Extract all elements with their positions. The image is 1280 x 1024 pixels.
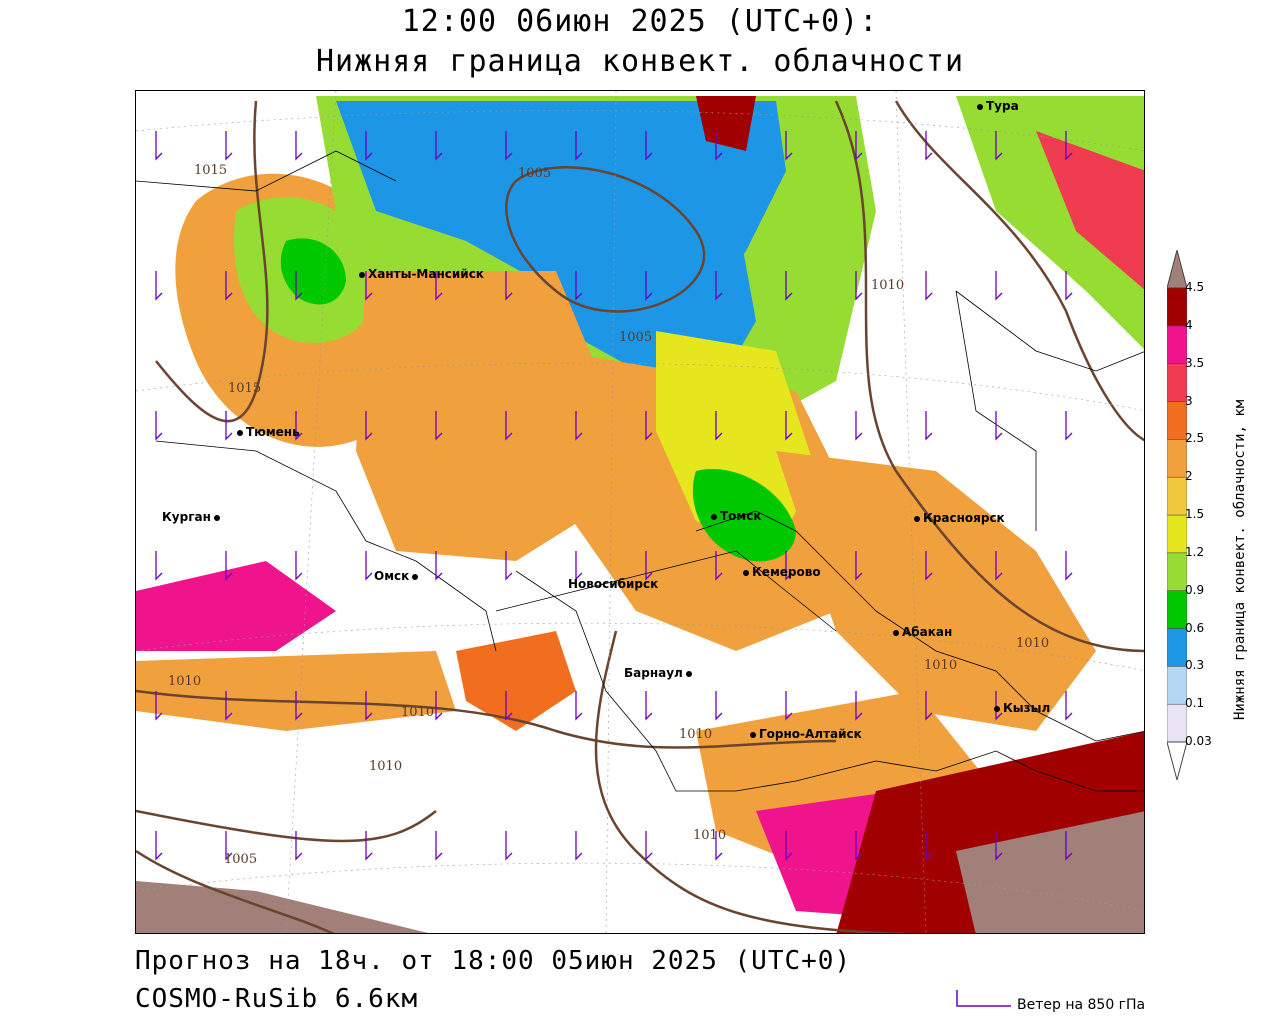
city-label: Ханты-Мансийск [368,267,484,281]
isobar-label: 1010 [679,727,713,742]
city-dot [685,670,692,677]
isobar-label: 1005 [224,852,258,867]
colorbar-swatch [1166,628,1188,667]
city-dot [893,629,899,636]
city-label: Горно-Алтайск [759,727,862,741]
city-dot [412,573,419,580]
city-marker: Новосибирск [568,577,658,591]
wind-legend: Ветер на 850 гПа [955,988,1215,1018]
city-label: Барнаул [624,666,683,680]
colorbar-swatch [1166,552,1188,591]
wind-barbs [155,131,1073,861]
city-marker: Томск [711,509,762,523]
city-marker: Кызыл [994,701,1050,715]
isobar-label: 1015 [228,381,262,396]
city-marker: Барнаул [624,666,695,680]
colorbar-tick-label: 1.2 [1185,544,1205,559]
colorbar-tick-label: 2 [1185,469,1193,484]
city-label: Новосибирск [568,577,659,591]
region-borders [136,150,1144,792]
isobars [136,100,1144,933]
city-label: Красноярск [923,511,1005,525]
city-label: Кызыл [1003,701,1051,715]
colorbar-tick-label: 3.5 [1185,355,1205,370]
isobar-label: 1010 [168,674,202,689]
city-label: Тюмень [246,425,300,439]
city-marker: Тура [977,99,1019,113]
colorbar-swatch [1166,590,1188,629]
city-dot [743,569,749,576]
wind-barb-icon [956,990,1011,1007]
colorbar [1166,248,1188,782]
colorbar-legend: 0.03 0.1 0.3 0.6 0.9 1.2 1.5 2 2.5 3 3.5 4 4.5 [1166,248,1247,782]
colorbar-tick-label: 4.5 [1185,280,1205,294]
cloud-field [136,96,1144,933]
city-dot [750,731,756,738]
forecast-map: 1015 1005 1010 1015 1005 1010 1010 1010 … [135,90,1145,934]
city-dot [914,515,920,522]
colorbar-swatch [1166,703,1188,743]
city-label: Курган [162,510,211,524]
city-dot [359,271,365,278]
city-marker: Кемерово [743,565,821,579]
colorbar-swatch [1166,248,1188,289]
city-marker: Курган [162,510,223,524]
city-marker: Ханты-Мансийск [359,267,484,281]
isobar-label: 1005 [518,166,552,181]
isobar-label: 1010 [871,278,905,293]
city-label: Томск [720,509,762,523]
colorbar-swatch [1166,741,1188,782]
colorbar-tick-label: 2.5 [1185,431,1205,446]
city-marker: Тюмень [237,425,300,439]
city-dot [711,513,717,520]
colorbar-swatch [1166,287,1188,327]
colorbar-swatch [1166,325,1188,364]
colorbar-tick-label: 0.3 [1185,658,1205,673]
forecast-info: Прогноз на 18ч. от 18:00 05июн 2025 (UTC… [135,946,852,976]
isobar-label: 1015 [194,163,228,178]
map-subtitle: Нижняя граница конвект. облачности [315,44,965,79]
city-marker: Красноярск [914,511,1005,525]
city-dot [237,429,243,436]
city-marker: Абакан [893,625,952,639]
colorbar-tick-label: 1.5 [1185,507,1205,521]
model-name: COSMO-RuSib 6.6км [135,984,419,1014]
isobar-label: 1010 [369,759,403,774]
colorbar-swatch [1166,514,1188,554]
colorbar-tick-label: 3 [1185,393,1193,408]
city-label: Омск [374,569,410,583]
colorbar-swatch [1166,666,1188,705]
colorbar-tick-label: 4 [1185,317,1193,332]
isobar-label: 1005 [619,330,653,345]
colorbar-tick-label: 0.9 [1185,582,1205,597]
isobar-label: 1010 [693,828,727,843]
isobar-label: 1010 [1016,636,1050,651]
colorbar-title: Нижняя граница конвект. облачности, км [1232,399,1248,720]
graticule [136,91,1144,933]
colorbar-swatch [1166,363,1188,402]
city-label: Кемерово [752,565,821,579]
colorbar-tick-label: 0.03 [1185,734,1212,748]
city-marker: Омск [374,569,421,583]
colorbar-swatch [1166,476,1188,516]
isobar-label: 1010 [401,705,435,720]
city-dot [213,514,220,521]
isobar-label: 1010 [924,658,958,673]
city-marker: Горно-Алтайск [750,727,862,741]
city-label: Абакан [902,625,953,639]
map-title: 12:00 06июн 2025 (UTC+0): [401,4,879,39]
map-canvas [136,91,1144,933]
colorbar-tick-label: 0.6 [1185,620,1205,635]
colorbar-tick-label: 0.1 [1185,696,1205,711]
wind-legend-label: Ветер на 850 гПа [1017,997,1146,1013]
city-label: Тура [986,99,1019,113]
city-dot [994,705,1000,712]
colorbar-swatch [1166,401,1188,440]
city-dot [977,103,983,110]
colorbar-swatch [1166,439,1188,478]
